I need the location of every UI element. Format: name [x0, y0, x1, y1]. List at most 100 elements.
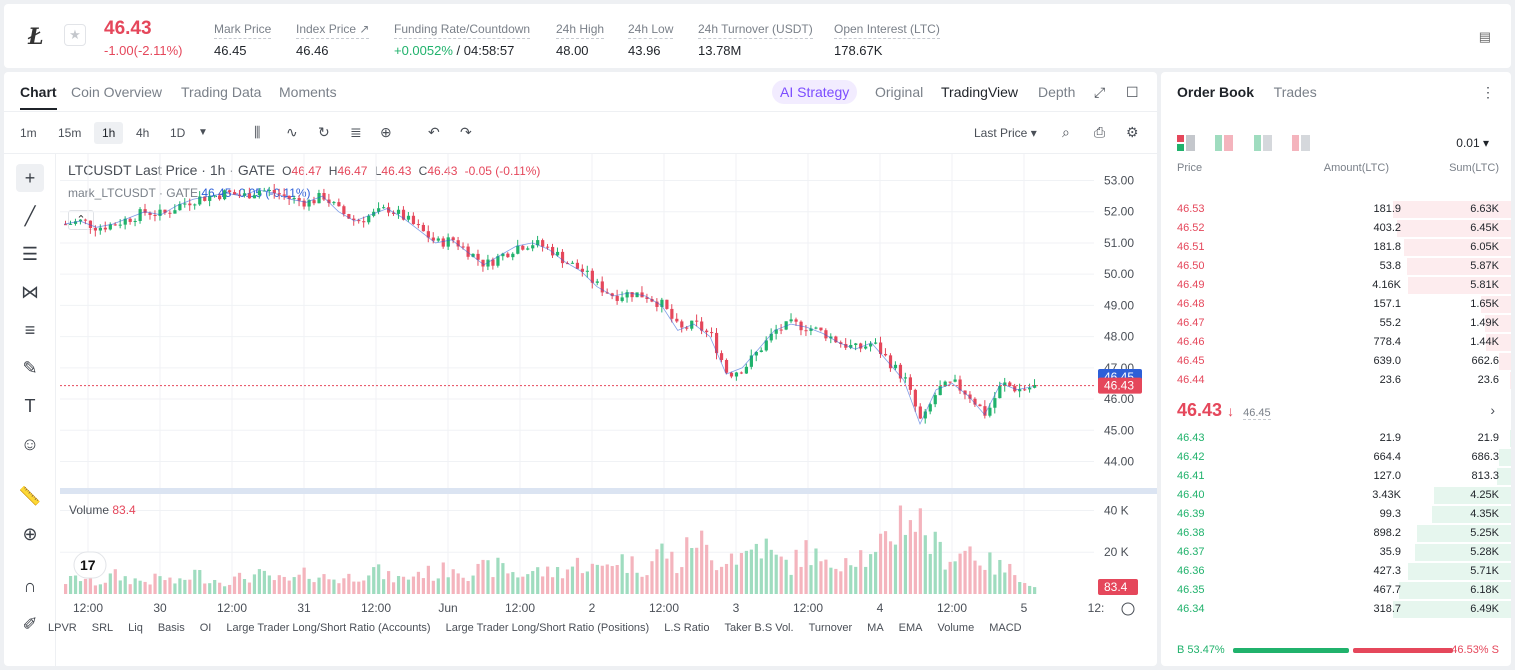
price-chart[interactable]: 53.0052.0051.0050.0049.0048.0047.0046.00…: [4, 72, 1157, 666]
timeframe-dropdown-icon[interactable]: ▼: [198, 127, 208, 138]
view-bids-icon[interactable]: [1215, 134, 1234, 151]
ask-row[interactable]: 46.47 55.2 1.49K: [1161, 314, 1511, 333]
pencil-lock-icon[interactable]: ✐: [22, 614, 38, 634]
bid-row[interactable]: 46.39 99.3 4.35K: [1161, 505, 1511, 524]
ask-row[interactable]: 46.52 403.2 6.45K: [1161, 219, 1511, 238]
price-source-select[interactable]: Last Price ▾: [974, 126, 1037, 140]
fib-icon[interactable]: ≡: [24, 320, 36, 340]
view-original[interactable]: Original: [875, 84, 924, 100]
trend-line-icon[interactable]: ╱: [24, 206, 36, 226]
volume-bar: [461, 577, 465, 594]
bid-row[interactable]: 46.41 127.0 813.3: [1161, 467, 1511, 486]
tab-coin-overview[interactable]: Coin Overview: [71, 84, 163, 100]
tab-trades[interactable]: Trades: [1273, 84, 1317, 100]
ask-row[interactable]: 46.51 181.8 6.05K: [1161, 238, 1511, 257]
indicator-6[interactable]: Large Trader Long/Short Ratio (Positions…: [445, 622, 650, 634]
indicator-3[interactable]: Basis: [157, 622, 185, 634]
stat-index-price[interactable]: Index Price ↗ 46.46: [296, 22, 370, 58]
view-both-icon[interactable]: [1177, 134, 1195, 151]
redo-icon[interactable]: ↷: [460, 124, 472, 140]
ask-row[interactable]: 46.53 181.9 6.63K: [1161, 200, 1511, 219]
timeframe-4h[interactable]: 4h: [136, 126, 150, 140]
tab-chart[interactable]: Chart: [20, 84, 57, 110]
expand-icon[interactable]: ⤢: [1094, 84, 1106, 100]
indicator-13[interactable]: MACD: [989, 622, 1022, 634]
view-tradingview[interactable]: TradingView: [941, 84, 1019, 100]
favorite-star-icon[interactable]: ★: [64, 24, 86, 46]
indicator-11[interactable]: EMA: [898, 622, 923, 634]
timeframe-1h[interactable]: 1h: [94, 122, 124, 144]
settings-gear-icon[interactable]: ⚙: [1126, 124, 1139, 140]
search-icon[interactable]: ⌕: [1062, 124, 1070, 140]
guide-book-icon[interactable]: ▤: [1478, 29, 1491, 44]
precision-select[interactable]: 0.01 ▾: [1456, 136, 1489, 150]
brush-icon[interactable]: ✎: [22, 358, 38, 378]
bid-row[interactable]: 46.40 3.43K 4.25K: [1161, 486, 1511, 505]
view-asks-icon[interactable]: [1253, 134, 1272, 151]
indicators-icon[interactable]: ∿: [286, 124, 298, 140]
more-menu-icon[interactable]: ⋮: [1481, 84, 1495, 100]
camera-icon[interactable]: ⎙: [1094, 124, 1106, 140]
ask-row[interactable]: 46.50 53.8 5.87K: [1161, 257, 1511, 276]
indicator-9[interactable]: Turnover: [808, 622, 853, 634]
refresh-icon[interactable]: ↻: [318, 124, 330, 140]
indicator-12[interactable]: Volume: [937, 622, 975, 634]
ask-row[interactable]: 46.44 23.6 23.6: [1161, 371, 1511, 390]
volume-bar: [839, 571, 843, 594]
view-sells-icon[interactable]: [1292, 134, 1311, 151]
stat-mark-price[interactable]: Mark Price 46.45: [214, 22, 272, 58]
text-tool-icon[interactable]: T: [24, 396, 36, 416]
crosshair-icon[interactable]: +: [16, 164, 44, 192]
volume-bar: [749, 549, 753, 594]
zoom-in-icon[interactable]: ⊕: [22, 524, 38, 544]
bid-row[interactable]: 46.38 898.2 5.25K: [1161, 524, 1511, 543]
ai-strategy-button[interactable]: AI Strategy: [772, 80, 858, 104]
indicator-8[interactable]: Taker B.S Vol.: [724, 622, 794, 634]
ask-row[interactable]: 46.45 639.0 662.6: [1161, 352, 1511, 371]
indicator-5[interactable]: Large Trader Long/Short Ratio (Accounts): [226, 622, 431, 634]
tab-moments[interactable]: Moments: [279, 84, 337, 100]
pattern-icon[interactable]: ⋈: [21, 282, 39, 302]
volume-bar: [327, 579, 331, 594]
volume-bar: [943, 569, 947, 594]
timeframe-15m[interactable]: 15m: [58, 126, 82, 140]
ask-row[interactable]: 46.46 778.4 1.44K: [1161, 333, 1511, 352]
timeframe-1m[interactable]: 1m: [20, 126, 37, 140]
time-tick: Jun: [438, 601, 457, 615]
indicator-4[interactable]: OI: [199, 622, 212, 634]
indicator-7[interactable]: L.S Ratio: [664, 622, 710, 634]
bid-row[interactable]: 46.42 664.4 686.3: [1161, 448, 1511, 467]
timeframe-1d[interactable]: 1D: [170, 126, 186, 140]
chevron-right-icon[interactable]: ›: [1490, 402, 1495, 418]
row-sum: 5.28K: [1470, 546, 1499, 558]
volume-bar: [610, 566, 614, 594]
stat-funding-rate[interactable]: Funding Rate/Countdown +0.0052% / 04:58:…: [394, 22, 531, 58]
ruler-icon[interactable]: 📏: [18, 486, 42, 506]
indicator-0[interactable]: LPVR: [48, 622, 77, 634]
bid-row[interactable]: 46.43 21.9 21.9: [1161, 429, 1511, 448]
view-depth[interactable]: Depth: [1038, 84, 1076, 100]
template-icon[interactable]: ≣: [350, 124, 362, 140]
tab-order-book[interactable]: Order Book: [1177, 84, 1255, 100]
candle-type-icon[interactable]: ⫼: [254, 124, 261, 140]
tab-trading-data[interactable]: Trading Data: [181, 84, 262, 100]
add-indicator-icon[interactable]: ⊕: [380, 124, 392, 140]
undo-icon[interactable]: ↶: [428, 124, 440, 140]
magnet-icon[interactable]: ∩: [23, 576, 37, 596]
mid-price[interactable]: 46.43 ↓ 46.45: [1177, 400, 1271, 420]
bid-row[interactable]: 46.37 35.9 5.28K: [1161, 543, 1511, 562]
candle-body: [918, 406, 922, 419]
fullscreen-icon[interactable]: ☐: [1126, 84, 1139, 100]
horizontal-lines-icon[interactable]: ☰: [21, 244, 39, 264]
ask-row[interactable]: 46.49 4.16K 5.81K: [1161, 276, 1511, 295]
indicator-10[interactable]: MA: [867, 622, 884, 634]
emoji-icon[interactable]: ☺: [20, 434, 40, 454]
indicator-2[interactable]: Liq: [128, 622, 143, 634]
indicator-1[interactable]: SRL: [91, 622, 114, 634]
bid-row[interactable]: 46.35 467.7 6.18K: [1161, 581, 1511, 600]
bid-row[interactable]: 46.36 427.3 5.71K: [1161, 562, 1511, 581]
bid-row[interactable]: 46.34 318.7 6.49K: [1161, 600, 1511, 619]
ask-row[interactable]: 46.48 157.1 1.65K: [1161, 295, 1511, 314]
row-amount: 778.4: [1373, 336, 1401, 348]
row-sum: 686.3: [1471, 451, 1499, 463]
